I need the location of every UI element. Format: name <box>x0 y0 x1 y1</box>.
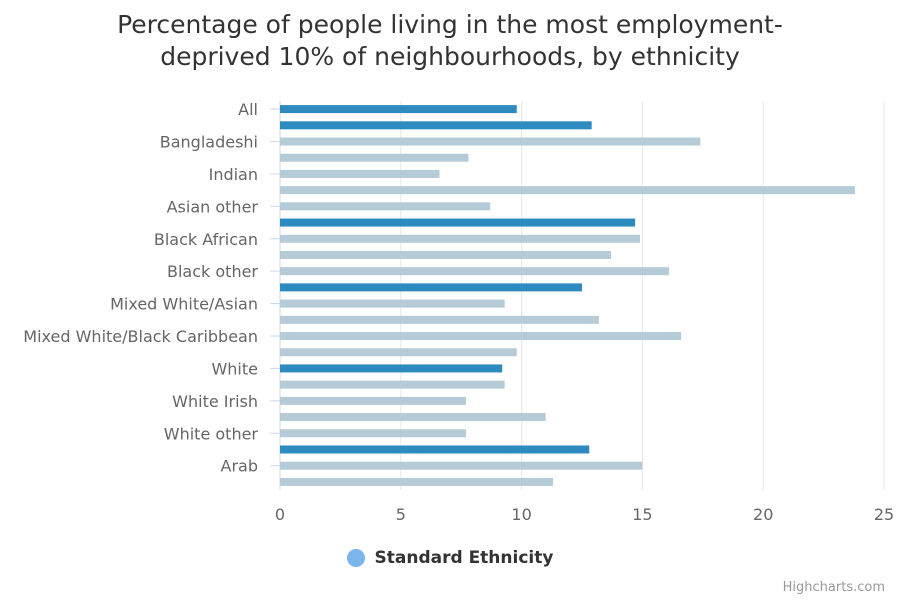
bar[interactable] <box>280 380 505 389</box>
category-label: Indian <box>209 165 258 184</box>
category-label: Arab <box>221 457 258 476</box>
category-label: White <box>211 359 258 378</box>
category-label: Bangladeshi <box>160 133 258 152</box>
category-label: Black other <box>167 262 258 281</box>
category-label: Mixed White/Black Caribbean <box>23 327 258 346</box>
bar[interactable] <box>280 153 469 162</box>
bar[interactable] <box>280 267 669 276</box>
bar[interactable] <box>280 477 554 486</box>
category-label: Mixed White/Asian <box>110 295 258 314</box>
bar[interactable] <box>280 283 582 292</box>
bar[interactable] <box>280 250 611 259</box>
x-tick-label: 20 <box>753 505 773 524</box>
bar[interactable] <box>280 299 505 308</box>
bar[interactable] <box>280 413 546 422</box>
credits-link[interactable]: Highcharts.com <box>782 580 885 595</box>
bar[interactable] <box>280 332 682 341</box>
bar[interactable] <box>280 218 636 227</box>
x-tick-label: 10 <box>511 505 531 524</box>
category-label: Black African <box>154 230 258 249</box>
bar[interactable] <box>280 348 517 357</box>
x-tick-label: 0 <box>275 505 285 524</box>
category-label: White Irish <box>172 392 258 411</box>
bar[interactable] <box>280 315 599 324</box>
bar[interactable] <box>280 186 856 195</box>
chart-title-line-1: Percentage of people living in the most … <box>117 10 783 39</box>
legend[interactable]: Standard Ethnicity <box>0 548 900 568</box>
bar[interactable] <box>280 121 592 130</box>
category-label: All <box>238 100 258 119</box>
bar[interactable] <box>280 137 701 146</box>
chart-title-line-2: deprived 10% of neighbourhoods, by ethni… <box>160 42 740 71</box>
bar[interactable] <box>280 234 640 243</box>
bar[interactable] <box>280 202 491 211</box>
category-label: Asian other <box>167 197 259 216</box>
bar[interactable] <box>280 105 517 114</box>
x-tick-label: 25 <box>874 505 894 524</box>
bar[interactable] <box>280 169 440 178</box>
bar[interactable] <box>280 364 503 373</box>
legend-label: Standard Ethnicity <box>374 548 554 568</box>
legend-marker-icon <box>346 549 365 567</box>
bar[interactable] <box>280 461 643 470</box>
x-tick-label: 15 <box>632 505 652 524</box>
category-label: White other <box>164 424 259 443</box>
bar[interactable] <box>280 445 590 454</box>
bar[interactable] <box>280 429 467 438</box>
bar[interactable] <box>280 396 467 405</box>
x-tick-label: 5 <box>396 505 406 524</box>
